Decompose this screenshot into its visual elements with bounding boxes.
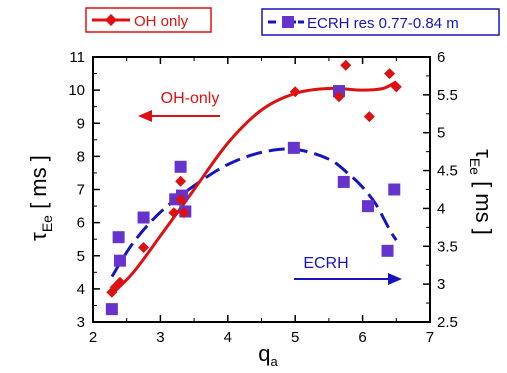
ecrh-square-marker bbox=[361, 200, 374, 213]
oh-only-diamond-marker bbox=[289, 86, 301, 98]
ecrh-square-marker bbox=[174, 160, 187, 173]
legend-ecrh-label: ECRH res 0.77-0.84 m bbox=[307, 15, 459, 32]
ecrh-square-marker bbox=[381, 244, 394, 257]
y-right-tick-label: 3 bbox=[437, 276, 445, 293]
ecrh-square-marker bbox=[137, 211, 150, 224]
y-right-tick-label: 2.5 bbox=[437, 314, 458, 331]
ecrh-square-marker bbox=[112, 231, 125, 244]
y-left-tick-label: 9 bbox=[77, 115, 85, 132]
oh-only-diamond-marker bbox=[390, 81, 402, 93]
oh-only-diamond-marker bbox=[333, 91, 345, 103]
y-right-tick-label: 4 bbox=[437, 200, 445, 217]
ecrh-square-marker bbox=[333, 85, 346, 98]
x-tick-label: 2 bbox=[89, 329, 97, 346]
x-tick-label: 5 bbox=[291, 329, 299, 346]
oh-only-diamond-marker bbox=[175, 175, 187, 187]
ecrh-square-marker bbox=[337, 175, 350, 188]
annotation-ecrh-label: ECRH bbox=[303, 255, 348, 272]
y-left-tick-label: 8 bbox=[77, 148, 85, 165]
legend-oh-only-label: OH only bbox=[134, 13, 189, 30]
x-tick-label: 3 bbox=[156, 329, 164, 346]
oh-only-diamond-marker bbox=[384, 68, 396, 80]
oh-only-fit-curve bbox=[110, 80, 398, 295]
oh-only-diamond-marker bbox=[175, 193, 187, 205]
legend-square-marker bbox=[282, 16, 294, 28]
oh-only-diamond-marker bbox=[114, 276, 126, 288]
ecrh-square-marker bbox=[287, 141, 300, 154]
oh-only-diamond-marker bbox=[178, 207, 190, 219]
oh-only-diamond-marker bbox=[363, 111, 375, 123]
y-left-tick-label: 6 bbox=[77, 215, 85, 232]
legend-oh-only: OH only bbox=[85, 7, 212, 33]
annotation-oh-only-label: OH-only bbox=[161, 90, 220, 107]
x-axis-title: qa bbox=[258, 341, 278, 369]
oh-only-diamond-marker bbox=[340, 59, 352, 71]
x-tick-label: 6 bbox=[358, 329, 366, 346]
y-left-tick-label: 4 bbox=[77, 281, 85, 298]
y-left-tick-label: 7 bbox=[77, 182, 85, 199]
x-tick-label: 4 bbox=[224, 329, 232, 346]
y-right-tick-label: 6 bbox=[437, 49, 445, 66]
x-tick-label: 7 bbox=[426, 329, 434, 346]
legend-ecrh: ECRH res 0.77-0.84 m bbox=[261, 8, 500, 36]
y-left-tick-label: 11 bbox=[69, 49, 85, 66]
y-left-tick-label: 3 bbox=[77, 314, 85, 331]
annotation-oh-only-arrowhead bbox=[138, 110, 152, 122]
y-right-tick-label: 5 bbox=[437, 125, 445, 142]
y-right-tick-label: 4.5 bbox=[437, 163, 458, 180]
oh-only-diamond-marker bbox=[138, 241, 150, 253]
y-right-tick-label: 5.5 bbox=[437, 87, 458, 104]
ecrh-square-marker bbox=[388, 183, 401, 196]
ecrh-square-marker bbox=[105, 303, 118, 316]
y-axis-left-title: τEe [ ms ] bbox=[26, 155, 55, 241]
ecrh-square-marker bbox=[113, 254, 126, 267]
annotation-ecrh: ECRH bbox=[294, 255, 402, 285]
y-right-tick-label: 3.5 bbox=[437, 238, 458, 255]
ecrh-fit-curve bbox=[110, 147, 398, 278]
y-axis-right-title: τEe [ ms ] bbox=[467, 149, 496, 235]
annotation-ecrh-arrowhead bbox=[388, 273, 402, 285]
oh-only-diamond-marker bbox=[168, 207, 180, 219]
annotation-oh-only: OH-only bbox=[138, 90, 220, 122]
plot-frame bbox=[92, 56, 431, 323]
y-left-tick-label: 5 bbox=[77, 248, 85, 265]
y-left-tick-label: 10 bbox=[68, 82, 85, 99]
legend-diamond-marker bbox=[105, 14, 117, 26]
